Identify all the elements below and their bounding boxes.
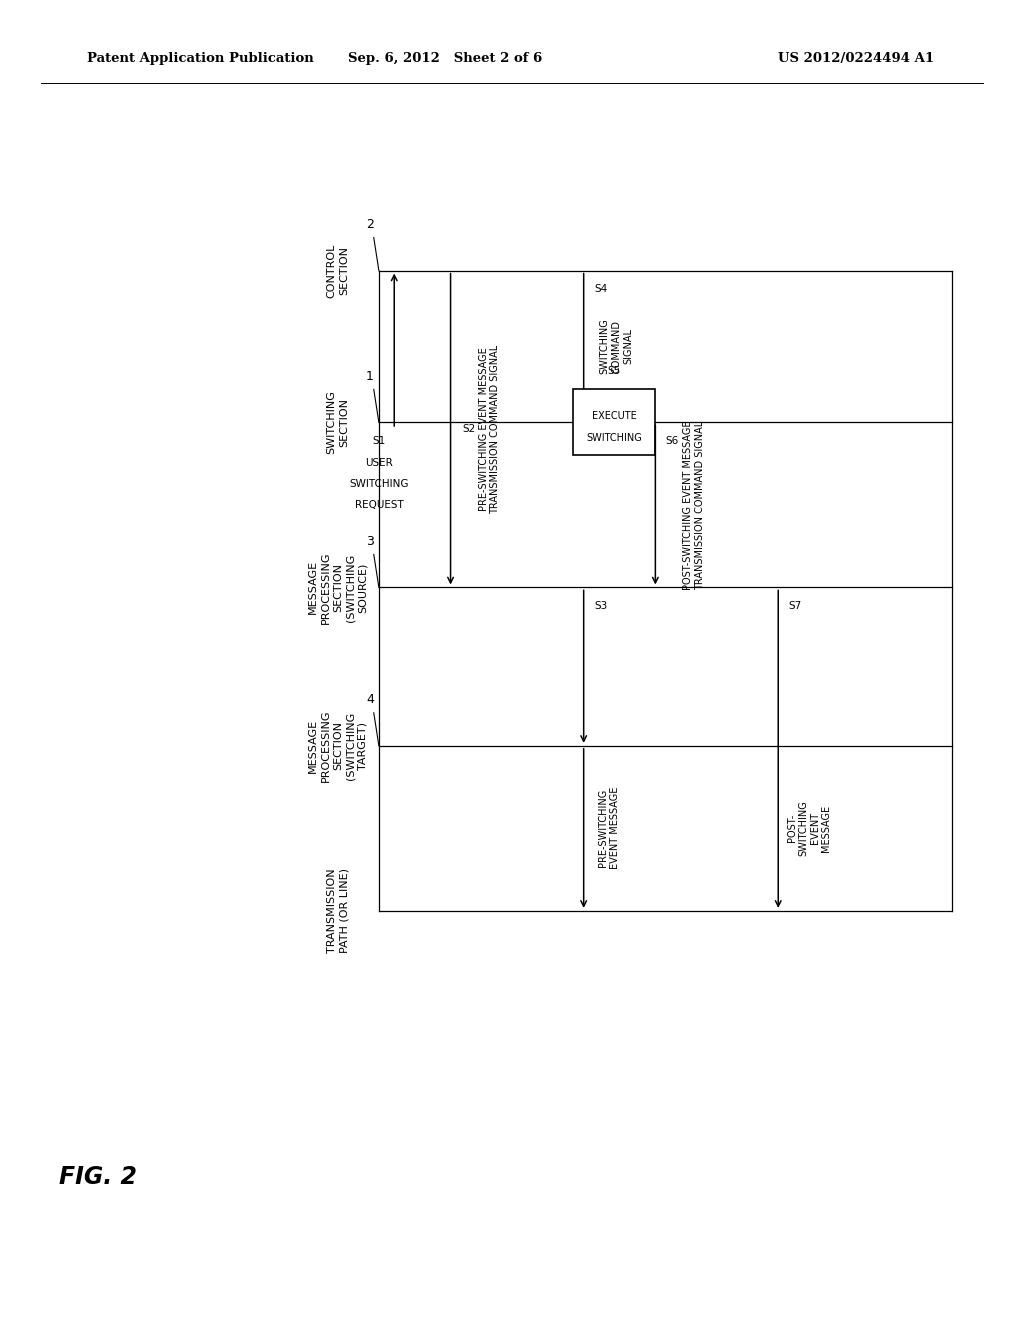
Bar [573, 389, 655, 455]
Text: S1: S1 [373, 436, 385, 446]
Text: PRE-SWITCHING
EVENT MESSAGE: PRE-SWITCHING EVENT MESSAGE [598, 787, 621, 870]
Text: USER: USER [365, 458, 393, 469]
Text: PRE-SWITCHING EVENT MESSAGE
TRANSMISSION COMMAND SIGNAL: PRE-SWITCHING EVENT MESSAGE TRANSMISSION… [478, 345, 501, 513]
Text: CONTROL
SECTION: CONTROL SECTION [327, 243, 349, 298]
Text: TRANSMISSION
PATH (OR LINE): TRANSMISSION PATH (OR LINE) [327, 869, 349, 953]
Text: US 2012/0224494 A1: US 2012/0224494 A1 [778, 51, 934, 65]
Text: MESSAGE
PROCESSING
SECTION
(SWITCHING
SOURCE): MESSAGE PROCESSING SECTION (SWITCHING SO… [308, 552, 368, 623]
Text: SWITCHING
COMMAND
SIGNAL: SWITCHING COMMAND SIGNAL [600, 318, 633, 375]
Text: 1: 1 [366, 370, 374, 383]
Text: REQUEST: REQUEST [354, 500, 403, 511]
Text: Patent Application Publication: Patent Application Publication [87, 51, 313, 65]
Text: SWITCHING: SWITCHING [349, 479, 409, 490]
Text: S4: S4 [594, 284, 607, 294]
Text: 3: 3 [366, 535, 374, 548]
Text: SWITCHING: SWITCHING [587, 433, 642, 444]
Text: 2: 2 [366, 218, 374, 231]
Text: 4: 4 [366, 693, 374, 706]
Text: S7: S7 [788, 601, 802, 611]
Text: EXECUTE: EXECUTE [592, 411, 637, 421]
Text: S3: S3 [594, 601, 607, 611]
Text: S5: S5 [608, 366, 621, 376]
Text: POST-SWITCHING EVENT MESSAGE
TRANSMISSION COMMAND SIGNAL: POST-SWITCHING EVENT MESSAGE TRANSMISSIO… [683, 420, 706, 590]
Text: Sep. 6, 2012   Sheet 2 of 6: Sep. 6, 2012 Sheet 2 of 6 [348, 51, 543, 65]
Text: S6: S6 [666, 436, 679, 446]
Text: FIG. 2: FIG. 2 [59, 1166, 137, 1189]
Text: SWITCHING
SECTION: SWITCHING SECTION [327, 391, 349, 454]
Text: MESSAGE
PROCESSING
SECTION
(SWITCHING
TARGET): MESSAGE PROCESSING SECTION (SWITCHING TA… [308, 710, 368, 781]
Text: POST-
SWITCHING
EVENT
MESSAGE: POST- SWITCHING EVENT MESSAGE [786, 800, 831, 857]
Text: S2: S2 [463, 424, 476, 434]
